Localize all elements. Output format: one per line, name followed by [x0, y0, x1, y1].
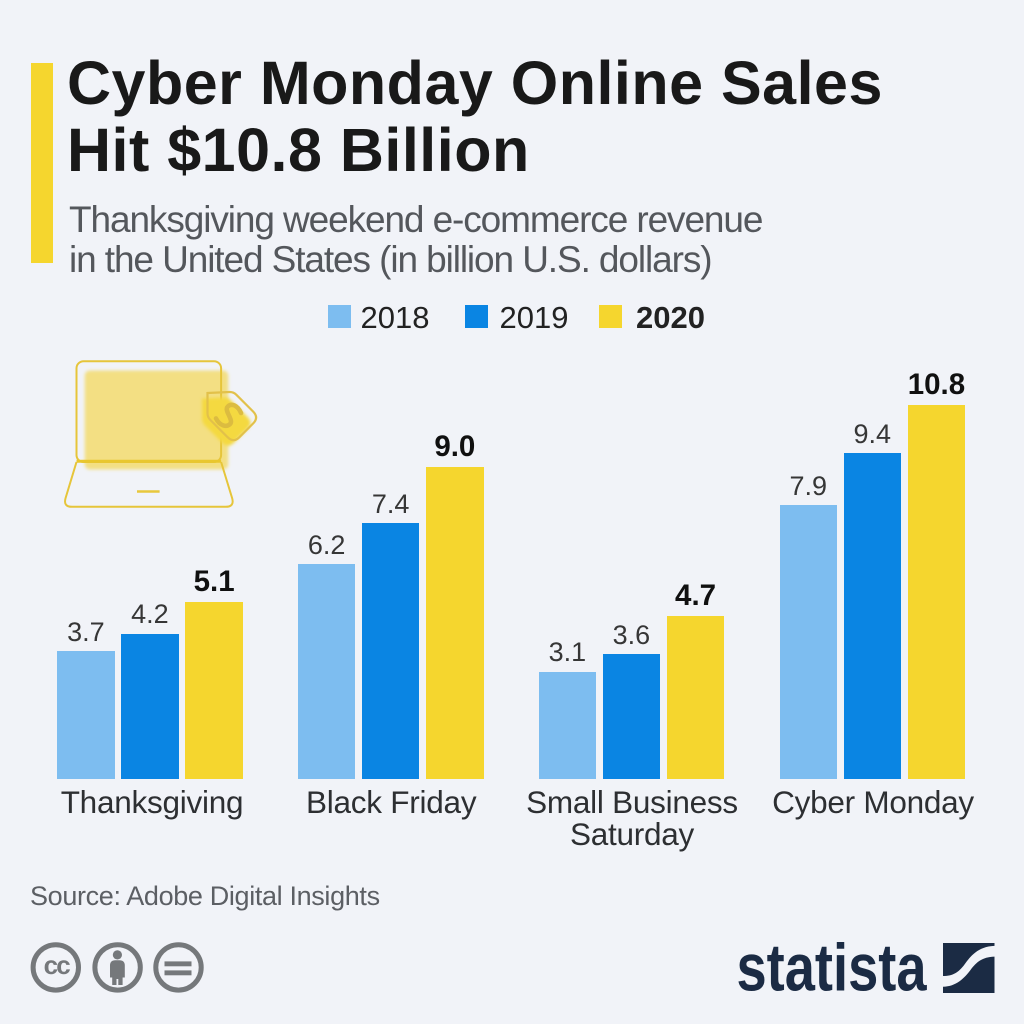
svg-text:statista: statista [737, 935, 928, 1000]
svg-text:cc: cc [44, 950, 71, 980]
